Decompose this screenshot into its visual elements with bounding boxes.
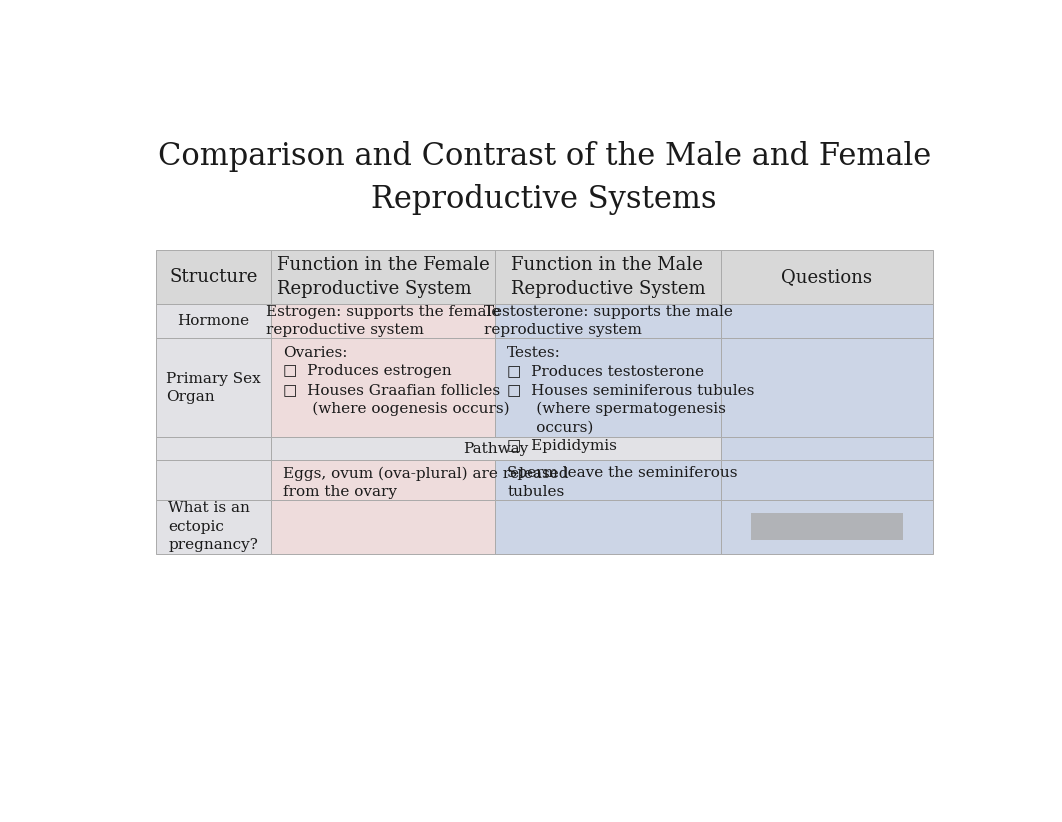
Bar: [156, 437, 271, 460]
Text: Ovaries:
□  Produces estrogen
□  Houses Graafian follicles
      (where oogenesi: Ovaries: □ Produces estrogen □ Houses Gr…: [284, 346, 510, 416]
Text: Eggs, ovum (ova-plural) are released
from the ovary: Eggs, ovum (ova-plural) are released fro…: [284, 466, 569, 499]
Text: Pathway: Pathway: [463, 441, 529, 455]
Bar: [495, 500, 721, 554]
Bar: [721, 304, 932, 339]
Bar: [271, 460, 495, 500]
Bar: [156, 304, 271, 339]
Bar: [495, 460, 721, 500]
Text: Sperm leave the seminiferous
tubules: Sperm leave the seminiferous tubules: [508, 466, 738, 499]
Bar: [156, 460, 271, 500]
Text: Function in the Female
Reproductive System: Function in the Female Reproductive Syst…: [276, 256, 490, 298]
Bar: [271, 437, 721, 460]
Bar: [495, 339, 721, 437]
Bar: [156, 500, 271, 554]
Text: Function in the Male
Reproductive System: Function in the Male Reproductive System: [511, 256, 705, 298]
Bar: [495, 304, 721, 339]
Bar: [156, 250, 271, 304]
Text: Comparison and Contrast of the Male and Female
Reproductive Systems: Comparison and Contrast of the Male and …: [157, 141, 931, 215]
Bar: [271, 339, 495, 437]
Text: Questions: Questions: [782, 268, 873, 286]
Bar: [721, 250, 932, 304]
Bar: [751, 514, 903, 540]
Bar: [156, 339, 271, 437]
Text: Structure: Structure: [169, 268, 258, 286]
Bar: [271, 250, 495, 304]
Bar: [721, 339, 932, 437]
Bar: [721, 460, 932, 500]
Text: Estrogen: supports the female
reproductive system: Estrogen: supports the female reproducti…: [266, 305, 500, 337]
Bar: [271, 304, 495, 339]
Bar: [721, 500, 932, 554]
Text: Testes:
□  Produces testosterone
□  Houses seminiferous tubules
      (where spe: Testes: □ Produces testosterone □ Houses…: [508, 346, 755, 453]
Bar: [721, 437, 932, 460]
Text: Hormone: Hormone: [177, 314, 250, 328]
Text: What is an
ectopic
pregnancy?: What is an ectopic pregnancy?: [169, 501, 258, 552]
Text: Primary Sex
Organ: Primary Sex Organ: [166, 372, 261, 404]
Text: Testosterone: supports the male
reproductive system: Testosterone: supports the male reproduc…: [483, 305, 733, 337]
Bar: [495, 250, 721, 304]
Bar: [271, 500, 495, 554]
